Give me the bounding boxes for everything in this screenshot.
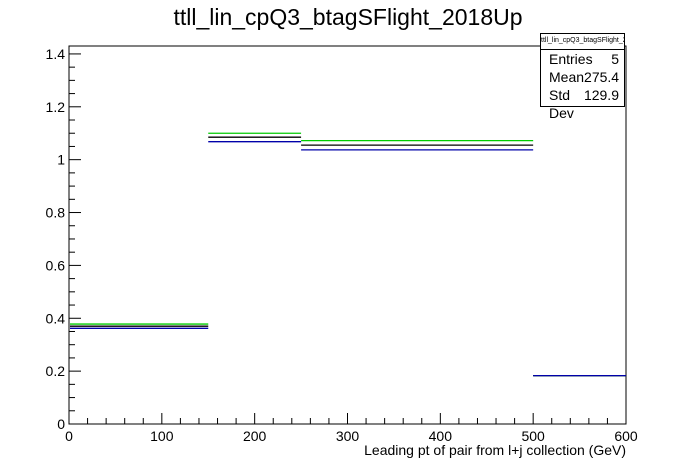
- stats-row-mean: Mean 275.4: [541, 68, 624, 86]
- x-tick-label: 500: [521, 428, 545, 444]
- y-tick-label: 1.2: [46, 99, 66, 115]
- y-tick-label: 0.4: [46, 310, 66, 326]
- stats-label: Mean: [549, 69, 585, 85]
- x-tick-label: 0: [65, 428, 73, 444]
- x-tick-label: 300: [336, 428, 360, 444]
- y-tick-label: 0.6: [46, 257, 66, 273]
- y-tick-label: 0.2: [46, 363, 66, 379]
- x-tick-label: 600: [614, 428, 638, 444]
- x-tick-label: 400: [429, 428, 453, 444]
- stats-label: Entries: [549, 51, 593, 67]
- y-tick-label: 1: [57, 152, 65, 168]
- stats-value: 129.9: [583, 87, 619, 103]
- y-tick-label: 1.4: [46, 46, 66, 62]
- y-tick-label: 0: [57, 416, 65, 432]
- stats-box-title: ttll_lin_cpQ3_btagSFlight_2018Up: [541, 34, 624, 50]
- y-tick-label: 0.8: [46, 205, 66, 221]
- stats-box: ttll_lin_cpQ3_btagSFlight_2018Up Entries…: [540, 33, 625, 121]
- chart-title: ttll_lin_cpQ3_btagSFlight_2018Up: [173, 4, 523, 30]
- stats-row-entries: Entries 5: [541, 50, 624, 68]
- x-axis-label: Leading pt of pair from l+j collection (…: [364, 442, 626, 458]
- stats-label: Std Dev: [549, 87, 574, 121]
- stats-row-stddev: Std Dev 129.9: [541, 86, 624, 122]
- stats-value: 5: [611, 51, 619, 67]
- x-tick-label: 100: [150, 428, 174, 444]
- stats-value: 275.4: [584, 69, 620, 85]
- x-tick-label: 200: [243, 428, 267, 444]
